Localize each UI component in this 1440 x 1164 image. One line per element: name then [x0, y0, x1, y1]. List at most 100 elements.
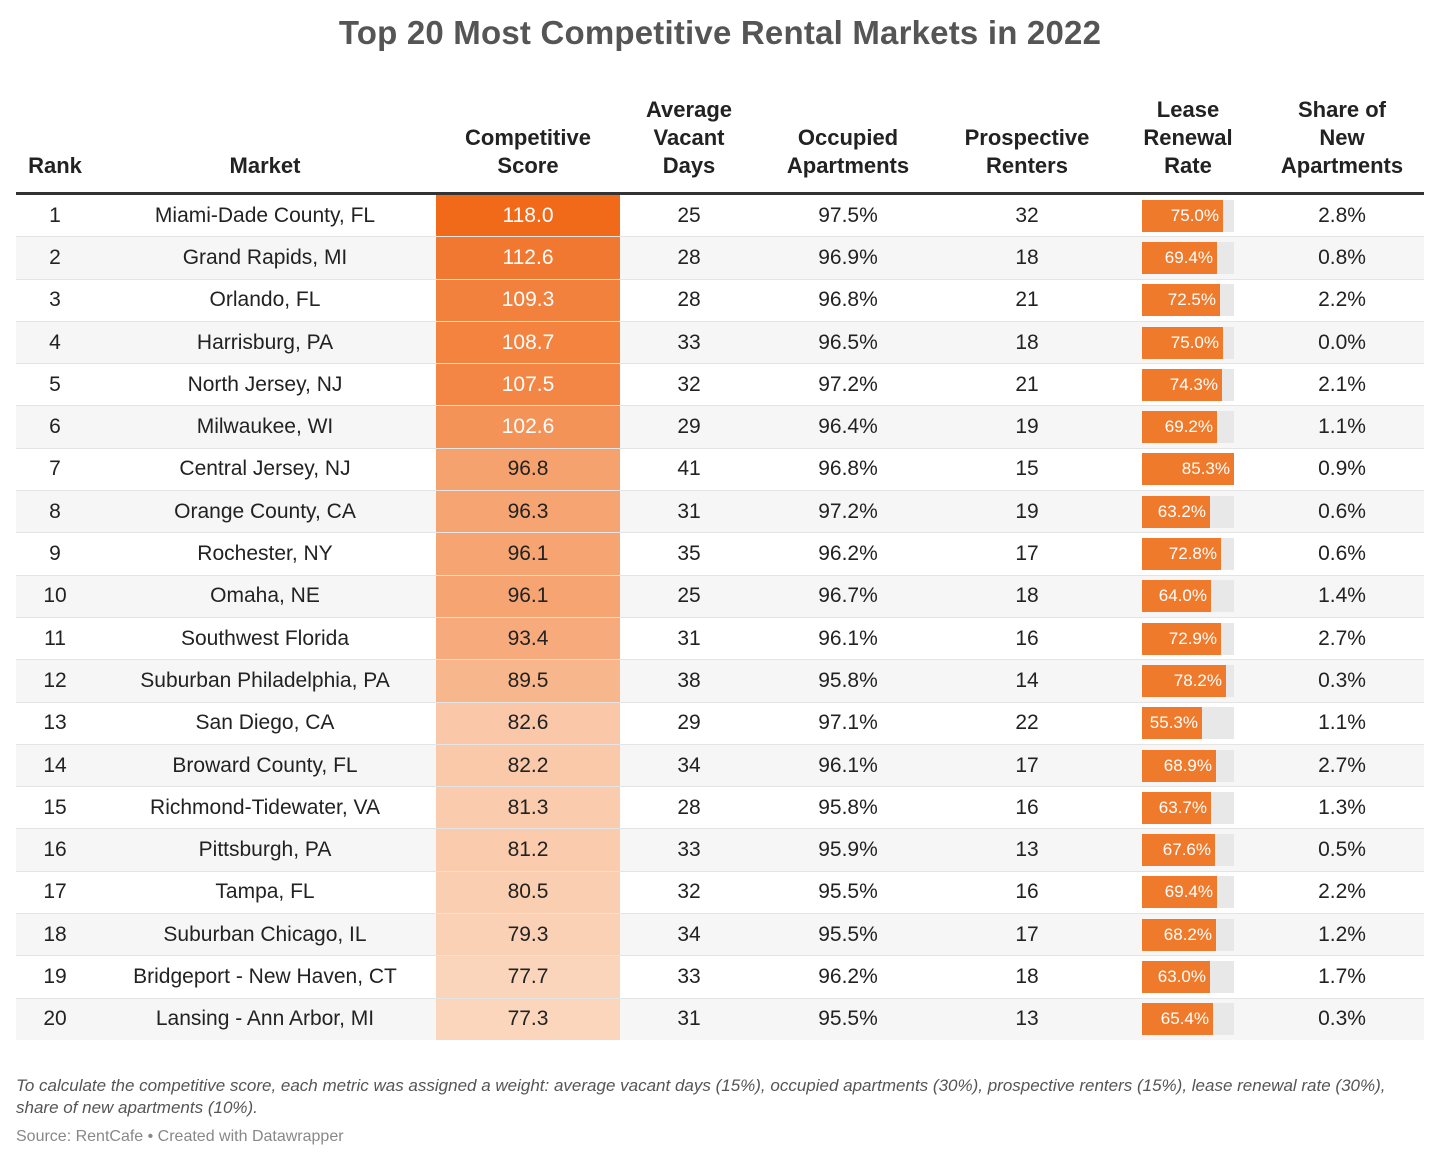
rank-cell: 4	[16, 321, 94, 365]
renewal-bar-label: 63.0%	[1157, 966, 1206, 986]
header-renewal[interactable]: Lease Renewal Rate	[1116, 96, 1260, 195]
header-renewal-line: Lease	[1156, 97, 1220, 122]
renewal-bar-track: 67.6%	[1142, 834, 1234, 867]
header-score[interactable]: Competitive Score	[436, 96, 620, 195]
market-cell: Grand Rapids, MI	[94, 236, 436, 280]
rank-cell: 16	[16, 828, 94, 872]
renewal-cell: 69.4%	[1116, 871, 1260, 915]
score-cell: 77.3	[436, 998, 620, 1040]
renewal-bar-track: 64.0%	[1142, 580, 1234, 613]
renewal-bar-label: 75.0%	[1170, 332, 1219, 352]
header-market[interactable]: Market	[94, 96, 436, 195]
header-renters[interactable]: Prospective Renters	[938, 96, 1116, 195]
market-cell: Harrisburg, PA	[94, 321, 436, 365]
renewal-cell: 65.4%	[1116, 998, 1260, 1040]
renters-cell: 17	[938, 744, 1116, 788]
renters-cell: 22	[938, 702, 1116, 745]
vacant-days-cell: 32	[620, 363, 758, 407]
table-row: 15 Richmond-Tidewater, VA 81.3 28 95.8% 16 63.…	[16, 786, 1424, 830]
renewal-bar	[1142, 368, 1222, 401]
table-row: 8 Orange County, CA 96.3 31 97.2% 19 63.2% 0.6%	[16, 490, 1424, 534]
renewal-bar-label: 63.2%	[1157, 501, 1206, 521]
renewal-cell: 74.3%	[1116, 363, 1260, 407]
new-share-cell: 1.1%	[1260, 405, 1424, 449]
rank-cell: 5	[16, 363, 94, 407]
new-share-cell: 0.8%	[1260, 236, 1424, 280]
score-cell: 89.5	[436, 659, 620, 703]
renewal-cell: 68.2%	[1116, 913, 1260, 957]
new-share-cell: 2.2%	[1260, 279, 1424, 322]
score-cell: 96.1	[436, 532, 620, 576]
renewal-bar-track: 69.4%	[1142, 241, 1234, 274]
market-cell: Rochester, NY	[94, 532, 436, 576]
header-new-share-line: Apartments	[1280, 153, 1404, 178]
occupied-cell: 96.8%	[758, 448, 938, 492]
renters-cell: 18	[938, 321, 1116, 365]
vacant-days-cell: 31	[620, 490, 758, 534]
renewal-bar	[1142, 241, 1217, 274]
new-share-cell: 0.3%	[1260, 659, 1424, 703]
renewal-bar-track: 72.9%	[1142, 622, 1234, 655]
new-share-cell: 2.7%	[1260, 617, 1424, 661]
vacant-days-cell: 29	[620, 405, 758, 449]
score-cell: 96.8	[436, 448, 620, 492]
score-cell: 107.5	[436, 363, 620, 407]
renters-cell: 14	[938, 659, 1116, 703]
renters-cell: 16	[938, 871, 1116, 915]
occupied-cell: 97.2%	[758, 490, 938, 534]
new-share-cell: 2.2%	[1260, 871, 1424, 915]
rank-cell: 9	[16, 532, 94, 576]
occupied-cell: 96.7%	[758, 575, 938, 618]
renewal-bar-track: 72.5%	[1142, 284, 1234, 317]
score-cell: 96.1	[436, 575, 620, 618]
new-share-cell: 2.7%	[1260, 744, 1424, 788]
score-cell: 93.4	[436, 617, 620, 661]
market-cell: North Jersey, NJ	[94, 363, 436, 407]
rank-cell: 11	[16, 617, 94, 661]
table-row: 2 Grand Rapids, MI 112.6 28 96.9% 18 69.4% 0.8%	[16, 236, 1424, 280]
renters-cell: 17	[938, 913, 1116, 957]
header-row: Rank Market Competitive Score Average Vaca…	[16, 96, 1424, 195]
header-rank[interactable]: Rank	[16, 96, 94, 195]
rank-cell: 8	[16, 490, 94, 534]
renewal-bar	[1142, 749, 1216, 782]
renewal-bar-track: 63.2%	[1142, 495, 1234, 528]
table-row: 14 Broward County, FL 82.2 34 96.1% 17 68.9% 2.…	[16, 744, 1424, 788]
renewal-bar-label: 72.9%	[1168, 628, 1217, 648]
market-cell: Pittsburgh, PA	[94, 828, 436, 872]
header-occupied-line: Occupied	[797, 125, 899, 150]
renewal-bar	[1142, 834, 1215, 867]
market-cell: Suburban Philadelphia, PA	[94, 659, 436, 703]
score-cell: 82.2	[436, 744, 620, 788]
score-cell: 79.3	[436, 913, 620, 957]
renewal-bar	[1142, 495, 1210, 528]
score-cell: 112.6	[436, 236, 620, 280]
occupied-cell: 96.1%	[758, 744, 938, 788]
renewal-cell: 63.2%	[1116, 490, 1260, 534]
header-occupied[interactable]: Occupied Apartments	[758, 96, 938, 195]
market-cell: Orange County, CA	[94, 490, 436, 534]
header-vacant[interactable]: Average Vacant Days	[620, 96, 758, 195]
renters-cell: 19	[938, 405, 1116, 449]
rank-cell: 10	[16, 575, 94, 618]
occupied-cell: 96.4%	[758, 405, 938, 449]
score-cell: 108.7	[436, 321, 620, 365]
renewal-cell: 72.9%	[1116, 617, 1260, 661]
header-new-share[interactable]: Share of New Apartments	[1260, 96, 1424, 195]
renters-cell: 18	[938, 575, 1116, 618]
renewal-bar	[1142, 960, 1210, 993]
vacant-days-cell: 32	[620, 871, 758, 915]
renewal-cell: 64.0%	[1116, 575, 1260, 618]
score-cell: 81.2	[436, 828, 620, 872]
header-score-line: Competitive	[465, 125, 591, 150]
occupied-cell: 95.8%	[758, 659, 938, 703]
header-rank-label: Rank	[28, 153, 82, 178]
new-share-cell: 0.6%	[1260, 532, 1424, 576]
market-cell: Lansing - Ann Arbor, MI	[155, 1007, 375, 1031]
renters-cell: 15	[938, 448, 1116, 492]
renters-cell: 18	[938, 236, 1116, 280]
occupied-cell: 96.5%	[758, 321, 938, 365]
renters-cell: 13	[938, 828, 1116, 872]
renewal-bar-label: 72.5%	[1167, 290, 1216, 310]
